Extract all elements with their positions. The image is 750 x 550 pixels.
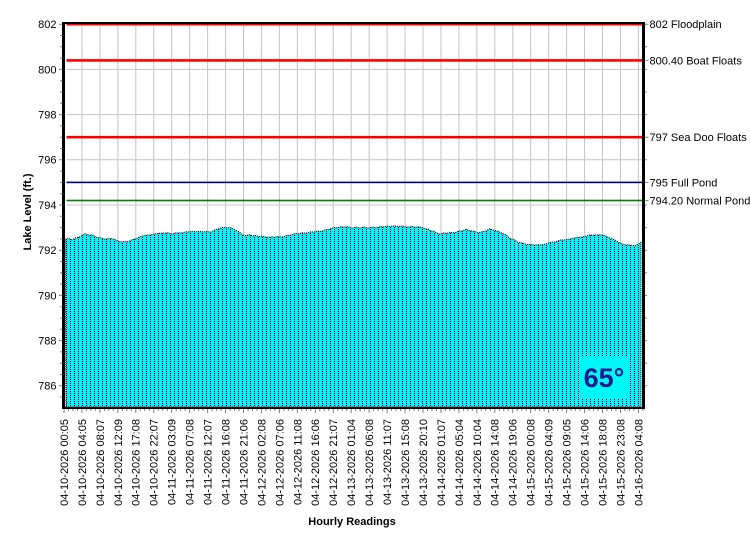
svg-text:04-11-2026 12:07: 04-11-2026 12:07 xyxy=(203,419,215,505)
svg-text:04-15-2026 14:06: 04-15-2026 14:06 xyxy=(579,419,591,506)
svg-text:04-10-2026 22:07: 04-10-2026 22:07 xyxy=(149,419,161,506)
svg-text:Hourly Readings: Hourly Readings xyxy=(308,516,395,528)
svg-text:800: 800 xyxy=(38,64,56,76)
svg-text:794: 794 xyxy=(38,200,56,212)
svg-text:04-15-2026 00:08: 04-15-2026 00:08 xyxy=(526,419,538,506)
svg-text:04-14-2026 19:06: 04-14-2026 19:06 xyxy=(508,419,520,506)
svg-text:802 Floodplain: 802 Floodplain xyxy=(650,19,722,31)
svg-text:794.20 Normal Pond: 794.20 Normal Pond xyxy=(650,195,750,207)
svg-text:04-14-2026 01:07: 04-14-2026 01:07 xyxy=(436,419,448,506)
svg-text:790: 790 xyxy=(38,290,56,302)
svg-text:04-14-2026 10:04: 04-14-2026 10:04 xyxy=(472,419,484,506)
svg-text:04-10-2026 00:05: 04-10-2026 00:05 xyxy=(59,419,71,506)
svg-text:792: 792 xyxy=(38,245,56,257)
svg-text:796: 796 xyxy=(38,155,56,167)
svg-text:04-11-2026 16:08: 04-11-2026 16:08 xyxy=(220,419,232,505)
svg-text:04-13-2026 15:08: 04-13-2026 15:08 xyxy=(400,419,412,506)
svg-text:65°: 65° xyxy=(584,363,625,393)
svg-text:04-13-2026 11:07: 04-13-2026 11:07 xyxy=(382,419,394,505)
svg-text:04-11-2026 07:08: 04-11-2026 07:08 xyxy=(185,419,197,505)
svg-text:04-10-2026 12:09: 04-10-2026 12:09 xyxy=(113,419,125,506)
svg-text:04-15-2026 23:08: 04-15-2026 23:08 xyxy=(615,419,627,506)
svg-text:04-15-2026 09:05: 04-15-2026 09:05 xyxy=(562,419,574,506)
svg-text:04-14-2026 14:08: 04-14-2026 14:08 xyxy=(490,419,502,506)
svg-text:04-15-2026 04:09: 04-15-2026 04:09 xyxy=(544,419,556,506)
svg-text:04-12-2026 07:06: 04-12-2026 07:06 xyxy=(274,419,286,506)
svg-text:04-14-2026 05:04: 04-14-2026 05:04 xyxy=(454,419,466,506)
svg-text:04-13-2026 06:08: 04-13-2026 06:08 xyxy=(364,419,376,506)
svg-text:04-10-2026 04:05: 04-10-2026 04:05 xyxy=(77,419,89,506)
svg-text:798: 798 xyxy=(38,110,56,122)
svg-text:04-15-2026 18:08: 04-15-2026 18:08 xyxy=(597,419,609,506)
svg-text:800.40 Boat Floats: 800.40 Boat Floats xyxy=(650,55,743,67)
svg-text:Lake Level (ft.): Lake Level (ft.) xyxy=(22,173,34,250)
svg-text:04-16-2026 04:08: 04-16-2026 04:08 xyxy=(633,419,645,506)
svg-text:802: 802 xyxy=(38,19,56,31)
svg-text:04-10-2026 17:08: 04-10-2026 17:08 xyxy=(131,419,143,506)
svg-text:04-12-2026 02:08: 04-12-2026 02:08 xyxy=(256,419,268,506)
svg-text:04-13-2026 20:10: 04-13-2026 20:10 xyxy=(418,419,430,506)
svg-text:04-12-2026 11:08: 04-12-2026 11:08 xyxy=(292,419,304,505)
svg-text:04-11-2026 21:06: 04-11-2026 21:06 xyxy=(238,419,250,505)
svg-text:04-12-2026 21:07: 04-12-2026 21:07 xyxy=(328,419,340,506)
svg-text:786: 786 xyxy=(38,381,56,393)
svg-text:795 Full Pond: 795 Full Pond xyxy=(650,177,718,189)
svg-text:04-12-2026 16:06: 04-12-2026 16:06 xyxy=(310,419,322,506)
svg-text:797 Sea Doo Floats: 797 Sea Doo Floats xyxy=(650,132,748,144)
svg-text:04-11-2026 03:09: 04-11-2026 03:09 xyxy=(167,419,179,505)
svg-text:04-13-2026 01:04: 04-13-2026 01:04 xyxy=(346,419,358,506)
svg-text:788: 788 xyxy=(38,336,56,348)
svg-text:04-10-2026 08:07: 04-10-2026 08:07 xyxy=(95,419,107,506)
